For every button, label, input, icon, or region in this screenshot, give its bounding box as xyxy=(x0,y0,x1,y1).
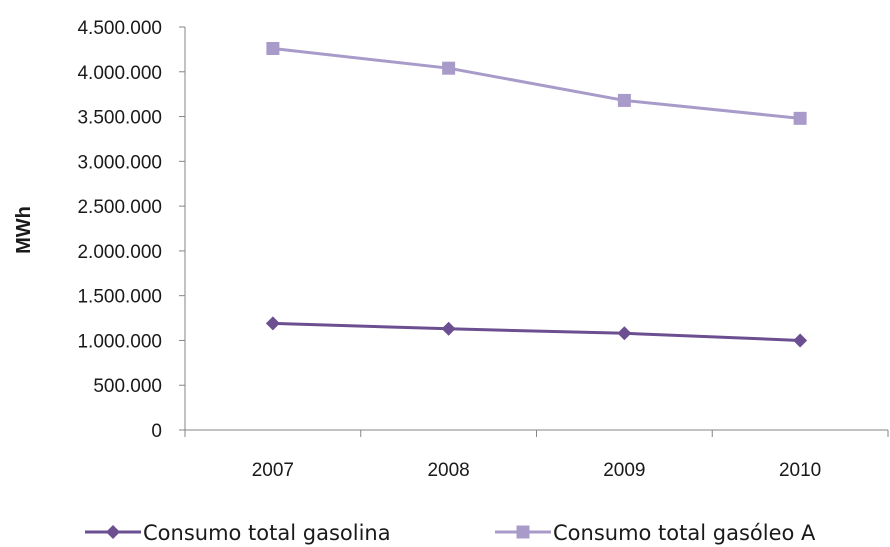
y-tick-label: 0 xyxy=(151,421,162,442)
series-1 xyxy=(265,316,808,348)
x-tick-label: 2008 xyxy=(427,460,469,481)
x-tick-label: 2007 xyxy=(252,460,294,481)
y-tick-label: 1.000.000 xyxy=(77,331,162,352)
legend-marker xyxy=(516,525,530,539)
data-point xyxy=(442,61,456,75)
legend-item: Consumo total gasóleo A xyxy=(495,521,816,545)
series-line xyxy=(272,321,801,342)
data-point xyxy=(617,326,632,341)
y-axis: 0 500.000 1.000.000 1.500.000 2.000.000 2.500… xyxy=(77,18,186,442)
data-point xyxy=(617,93,631,107)
y-tick-label: 3.000.000 xyxy=(77,152,162,173)
data-point xyxy=(793,333,808,348)
y-tick-label: 3.500.000 xyxy=(77,108,162,129)
y-tick-label: 1.500.000 xyxy=(77,287,162,308)
legend: Consumo total gasolina Consumo total gasó… xyxy=(85,521,816,545)
y-tick-label: 4.500.000 xyxy=(77,18,162,39)
series-layer xyxy=(265,41,808,348)
legend-marker xyxy=(106,525,120,539)
y-tick-label: 2.000.000 xyxy=(77,242,162,263)
series-2 xyxy=(266,41,807,125)
legend-item: Consumo total gasolina xyxy=(85,521,391,545)
data-point xyxy=(265,316,280,331)
y-tick-label: 4.000.000 xyxy=(77,63,162,84)
data-point xyxy=(266,41,280,55)
legend-label: Consumo total gasolina xyxy=(143,521,391,545)
y-tick-label: 500.000 xyxy=(93,376,162,397)
legend-label: Consumo total gasóleo A xyxy=(553,521,816,545)
series-line xyxy=(272,47,801,120)
data-point xyxy=(793,111,807,125)
x-tick-label: 2010 xyxy=(779,460,821,481)
x-tick-label: 2009 xyxy=(603,460,645,481)
data-point xyxy=(441,321,456,336)
y-tick-label: 2.500.000 xyxy=(77,197,162,218)
y-axis-title: MWh xyxy=(13,206,35,254)
x-axis: 2007 2008 2009 2010 xyxy=(184,429,889,481)
